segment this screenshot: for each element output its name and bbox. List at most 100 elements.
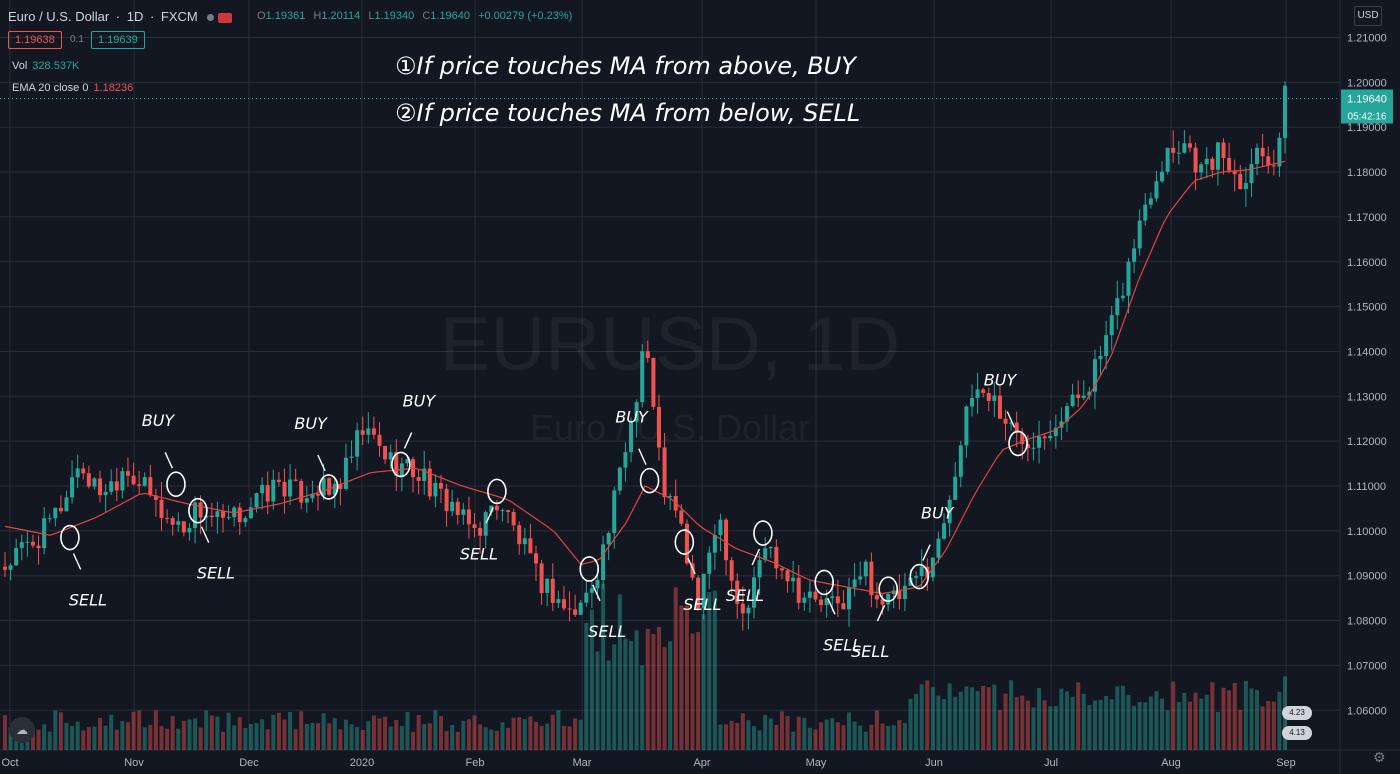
candle-body: [617, 467, 622, 491]
candle-body: [1266, 156, 1271, 166]
volume-bar: [1154, 691, 1159, 750]
candle-body: [1227, 157, 1232, 171]
volume-bar: [64, 722, 69, 750]
open-label: O: [257, 10, 266, 22]
volume-bar: [338, 729, 343, 750]
currency-button[interactable]: USD: [1354, 6, 1382, 26]
volume-bar: [511, 717, 516, 750]
volume-bar: [131, 711, 136, 750]
candle-body: [198, 502, 203, 518]
candle-body: [1199, 164, 1204, 173]
candle-body: [3, 566, 7, 570]
candle-body: [1165, 147, 1170, 172]
candle-body: [181, 521, 186, 533]
candle-body: [1053, 427, 1058, 436]
volume-bar: [634, 630, 639, 750]
volume-bar: [679, 605, 684, 750]
volume-bar: [690, 633, 695, 750]
candle-body: [953, 476, 958, 500]
annotation-arrow: [200, 526, 210, 543]
volume-bar: [986, 687, 991, 750]
candle-body: [1232, 170, 1237, 175]
candle-body: [947, 499, 952, 524]
volume-bar: [265, 729, 270, 750]
x-tick-label: Mar: [573, 757, 592, 769]
candle-body: [1277, 137, 1282, 167]
volume-bar: [1053, 706, 1058, 750]
volume-bar: [193, 718, 198, 750]
candle-body: [75, 468, 80, 478]
volume-bar: [120, 721, 125, 750]
volume-pill: 4.23: [1282, 706, 1312, 720]
volume-bar: [411, 731, 416, 750]
sell-price-button[interactable]: 1.19638: [8, 31, 62, 49]
candle-body: [1255, 147, 1260, 165]
candle-body: [802, 597, 807, 603]
volume-bar: [260, 719, 265, 750]
ema-line: [4, 160, 1286, 595]
settings-icon[interactable]: ⚙: [1373, 749, 1386, 765]
chart-logo-icon: ☁: [9, 717, 35, 743]
x-tick-label: Jul: [1044, 757, 1058, 769]
volume-bar: [1277, 691, 1282, 750]
volume-bar: [1260, 706, 1265, 750]
volume-bar: [707, 591, 712, 750]
ema-indicator[interactable]: EMA 20 close 0 1.18236: [12, 82, 133, 94]
candle-body: [98, 478, 103, 496]
touch-circle: [579, 556, 600, 582]
volume-bar: [1193, 692, 1198, 750]
candle-body: [1003, 418, 1008, 424]
candle-body: [1115, 298, 1120, 316]
volume-bar: [92, 726, 97, 750]
candle-body: [237, 507, 242, 523]
annotation-arrow: [922, 544, 931, 561]
signal-label: SELL: [726, 586, 764, 605]
volume-bar: [958, 691, 963, 750]
symbol-title[interactable]: Euro / U.S. Dollar · 1D · FXCM: [8, 9, 233, 24]
candle-body: [1132, 248, 1137, 262]
volume-bar: [651, 634, 656, 750]
volume-bar: [125, 722, 130, 750]
candle-body: [276, 479, 281, 482]
candle-body: [757, 560, 762, 578]
volume-bar: [802, 717, 807, 750]
candle-body: [796, 577, 801, 603]
candle-body: [466, 509, 471, 525]
volume-bar: [656, 627, 661, 750]
volume-bar: [863, 731, 868, 750]
interval-label[interactable]: 1D: [126, 9, 144, 24]
volume-bar: [1148, 696, 1153, 750]
candle-body: [1031, 447, 1036, 449]
volume-bar: [327, 723, 332, 750]
volume-bar: [170, 716, 175, 750]
volume-bar: [461, 720, 466, 750]
volume-bar: [942, 698, 947, 750]
volume-bar: [232, 725, 237, 750]
candle-body: [595, 579, 600, 589]
candle-body: [718, 519, 723, 536]
candle-body: [975, 389, 980, 398]
candle-body: [874, 595, 879, 600]
y-tick-label: 1.08000: [1347, 616, 1387, 628]
volume-bar: [545, 723, 550, 750]
candle-body: [265, 485, 270, 502]
volume-bar: [494, 730, 499, 750]
volume-bar: [47, 731, 52, 750]
volume-bar: [1020, 695, 1025, 750]
volume-bar: [1025, 700, 1030, 750]
candle-body: [830, 596, 835, 599]
candle-body: [914, 576, 919, 578]
y-tick-label: 1.11000: [1347, 481, 1386, 493]
volume-bar: [1187, 701, 1192, 750]
volume-bar: [584, 622, 589, 750]
buy-price-button[interactable]: 1.19639: [91, 31, 145, 49]
volume-bar: [1165, 710, 1170, 750]
candle-body: [450, 501, 455, 512]
volume-indicator[interactable]: Vol 328.537K: [12, 60, 79, 72]
volume-bar: [388, 726, 393, 750]
volume-bar: [930, 687, 935, 750]
candle-body: [1215, 142, 1220, 170]
candle-body: [724, 519, 729, 561]
